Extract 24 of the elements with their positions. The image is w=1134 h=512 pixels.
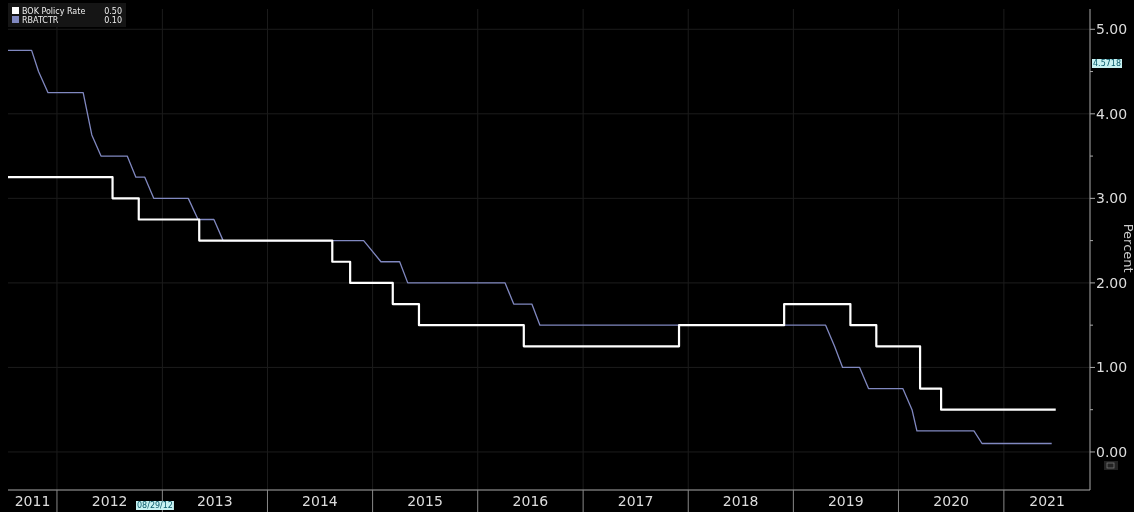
- x-tick-label: 2015: [407, 493, 443, 509]
- text: 08/29/12: [137, 501, 173, 510]
- x-tick-label: 2021: [1029, 493, 1065, 509]
- text: 4.5718: [1093, 59, 1121, 68]
- x-tick-label: 2018: [722, 493, 759, 509]
- y-tick-label: 4.00: [1096, 105, 1128, 122]
- x-tick-label: 2020: [933, 493, 970, 509]
- x-tick-label: 2013: [196, 493, 233, 509]
- y-tick-label: 1.00: [1096, 359, 1128, 376]
- x-tick-label: 2016: [512, 493, 549, 509]
- annotation: 0.50: [104, 7, 122, 16]
- y-tick-label: 2.00: [1096, 274, 1128, 291]
- y-tick-label: 3.00: [1096, 190, 1128, 207]
- legend-label: BOK Policy Rate: [22, 7, 86, 16]
- y-tick-label: 0.00: [1096, 443, 1128, 460]
- x-tick-label: 2012: [91, 493, 128, 509]
- x-tick-label: 2017: [617, 493, 654, 509]
- y-axis-title: Percent: [1121, 223, 1134, 273]
- annotation: 0.10: [104, 16, 122, 25]
- y-tick-label: 5.00: [1096, 21, 1128, 38]
- x-tick-label: 2014: [302, 493, 338, 509]
- legend-label: RBATCTR: [22, 16, 59, 25]
- x-tick-label: 2011: [14, 493, 51, 509]
- x-tick-label: 2019: [827, 493, 864, 509]
